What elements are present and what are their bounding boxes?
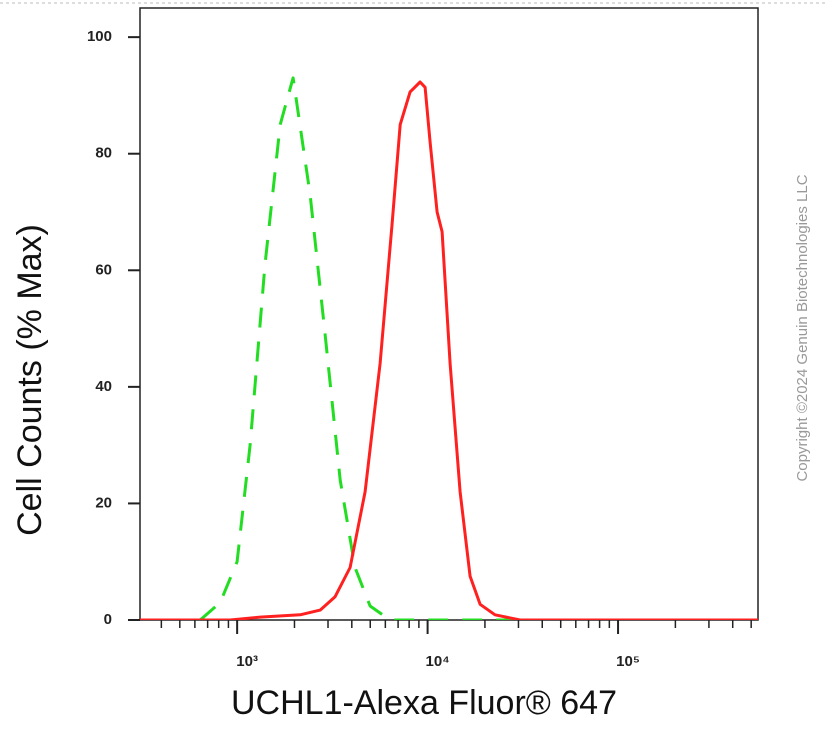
series-line — [199, 76, 758, 620]
y-tick-label: 80 — [95, 145, 112, 162]
y-tick-label: 60 — [95, 261, 112, 278]
y-tick-label: 40 — [95, 378, 112, 395]
plot-frame — [139, 7, 759, 621]
x-axis-label: UCHL1-Alexa Fluor® 647 — [231, 684, 617, 722]
y-axis-label: Cell Counts (% Max) — [11, 224, 49, 536]
y-tick-label: 20 — [95, 494, 112, 511]
series-line — [140, 80, 758, 620]
x-tick-label: 10⁴ — [426, 653, 450, 670]
x-tick-label: 10³ — [236, 653, 258, 670]
copyright: Copyright ©2024 Genuin Biotechnologies L… — [794, 174, 811, 481]
y-tick-label: 0 — [104, 611, 112, 628]
y-tick-label: 100 — [87, 28, 112, 45]
x-tick-label: 10⁵ — [616, 653, 640, 670]
